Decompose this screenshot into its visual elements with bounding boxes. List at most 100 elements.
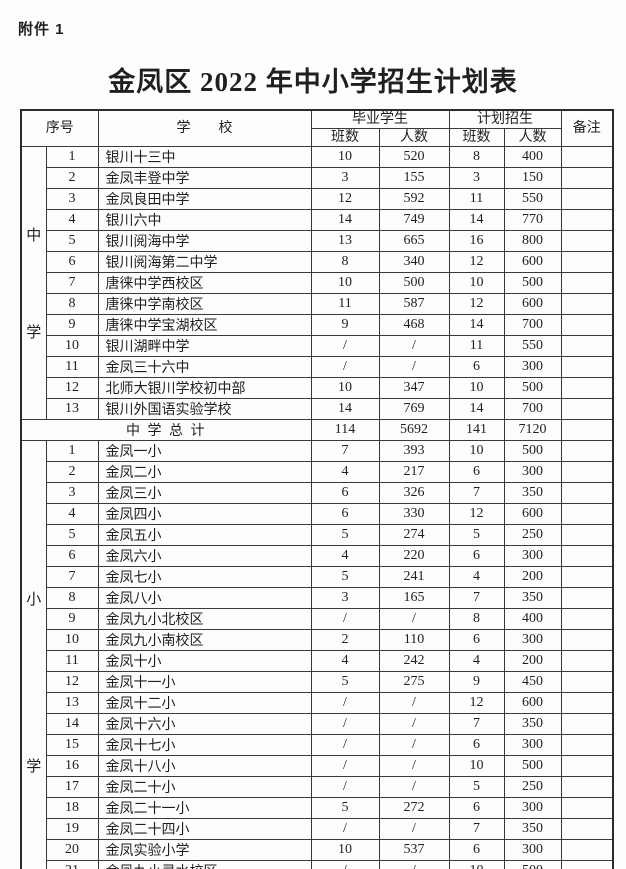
plan-classes: 7: [448, 587, 505, 609]
table-row: 13 金凤十二小 //12 600: [21, 692, 614, 714]
plan-students: 770: [503, 209, 562, 231]
table-row: 10 金凤九小南校区 2 110 6 300: [21, 629, 614, 651]
table-body: 中学 1 银川十三中 10 520 8 400 2 金凤丰登中学 3 155 3 150 3 金凤良田中学 1…: [20, 146, 614, 869]
row-no: 7: [45, 566, 99, 588]
plan-students: 300: [503, 545, 562, 567]
grad-students: 520: [378, 146, 450, 168]
grad-classes: 10: [310, 146, 380, 168]
plan-students: 500: [503, 440, 562, 462]
plan-classes: 14: [448, 314, 505, 336]
category-char: 小: [26, 591, 42, 608]
school-name: 唐徕中学西校区: [97, 272, 312, 294]
plan-classes: 12: [448, 692, 505, 714]
table-row: 小学 1 金凤一小 7 393 10 500: [20, 440, 614, 869]
grad-students: 468: [378, 314, 450, 336]
plan-classes: 10: [448, 860, 505, 869]
category-char: 学: [26, 759, 42, 776]
total-value: 114: [310, 419, 380, 441]
remark-cell: [560, 860, 614, 869]
remark-cell: [560, 839, 614, 861]
grad-classes: /: [310, 755, 380, 777]
grad-classes: /: [310, 608, 380, 630]
plan-classes: 7: [448, 818, 505, 840]
grad-students: /: [378, 818, 450, 840]
row-no: 8: [45, 587, 99, 609]
plan-students: 500: [503, 272, 562, 294]
remark-cell: [560, 398, 614, 420]
remark-cell: [560, 293, 614, 315]
grad-students: 587: [378, 293, 450, 315]
plan-students: 200: [503, 566, 562, 588]
remark-cell: [560, 734, 614, 756]
row-no: 5: [45, 230, 99, 252]
remark-cell: [560, 713, 614, 735]
row-no: 1: [45, 146, 99, 168]
grad-classes: /: [310, 713, 380, 735]
remark-cell: [560, 608, 614, 630]
plan-classes: 7: [448, 713, 505, 735]
row-no: 16: [45, 755, 99, 777]
school-name: 金凤二十一小: [97, 797, 312, 819]
row-no: 10: [45, 335, 99, 357]
school-name: 金凤良田中学: [97, 188, 312, 210]
row-no: 8: [45, 293, 99, 315]
table-row: 15 金凤十七小 //6 300: [21, 734, 614, 756]
school-name: 唐徕中学南校区: [97, 293, 312, 315]
row-no: 6: [45, 545, 99, 567]
remark-cell: [560, 818, 614, 840]
plan-students: 350: [503, 587, 562, 609]
grad-classes: 4: [310, 545, 380, 567]
school-name: 金凤二小: [97, 461, 312, 483]
row-no: 20: [45, 839, 99, 861]
plan-students: 300: [503, 356, 562, 378]
remark-cell: [560, 797, 614, 819]
table-row: 9 金凤九小北校区 //8 400: [21, 608, 614, 630]
grad-classes: 4: [310, 461, 380, 483]
grad-students: 592: [378, 188, 450, 210]
row-no: 17: [45, 776, 99, 798]
header-grad-classes: 班数: [310, 128, 380, 147]
school-name: 银川外国语实验学校: [97, 398, 312, 420]
remark-cell: [560, 314, 614, 336]
header-grad-students: 人数: [378, 128, 450, 147]
school-name: 金凤二十小: [97, 776, 312, 798]
school-name: 金凤四小: [97, 503, 312, 525]
remark-cell: [560, 524, 614, 546]
plan-students: 250: [503, 776, 562, 798]
grad-students: 749: [378, 209, 450, 231]
school-name: 银川阅海中学: [97, 230, 312, 252]
school-name: 金凤十六小: [97, 713, 312, 735]
grad-classes: 14: [310, 209, 380, 231]
remark-cell: [560, 146, 614, 168]
plan-students: 600: [503, 692, 562, 714]
grad-classes: 10: [310, 272, 380, 294]
remark-cell: [560, 755, 614, 777]
plan-students: 500: [503, 755, 562, 777]
plan-classes: 5: [448, 776, 505, 798]
grad-students: 165: [378, 587, 450, 609]
grad-students: 155: [378, 167, 450, 189]
plan-classes: 7: [448, 482, 505, 504]
table-row: 3 金凤三小 6 326 7 350: [21, 482, 614, 504]
grad-students: /: [378, 608, 450, 630]
header-planned-group: 计划招生: [448, 109, 562, 129]
grad-classes: /: [310, 860, 380, 869]
section-category-label: 小学: [22, 441, 45, 869]
grad-students: /: [378, 713, 450, 735]
table-row: 5 银川阅海中学 13 665 16 800: [21, 230, 614, 252]
row-no: 4: [45, 503, 99, 525]
row-no: 13: [45, 398, 99, 420]
remark-cell: [560, 692, 614, 714]
table-row: 11 金凤三十六中 //6 300: [21, 356, 614, 378]
school-name: 银川十三中: [97, 146, 312, 168]
table-row: 6 银川阅海第二中学 8 340 12 600: [21, 251, 614, 273]
plan-classes: 6: [448, 356, 505, 378]
grad-students: 665: [378, 230, 450, 252]
school-name: 金凤十一小: [97, 671, 312, 693]
plan-students: 600: [503, 293, 562, 315]
row-no: 21: [45, 860, 99, 869]
table-row: 4 银川六中 14 749 14 770: [21, 209, 614, 231]
plan-students: 150: [503, 167, 562, 189]
grad-students: /: [378, 356, 450, 378]
